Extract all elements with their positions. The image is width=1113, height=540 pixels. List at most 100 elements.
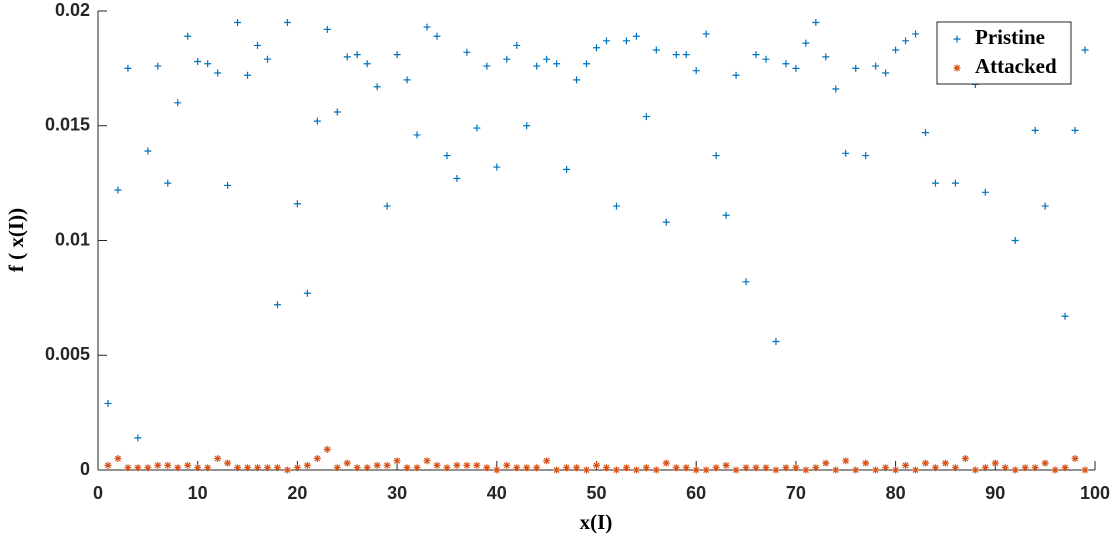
point [423, 457, 431, 465]
point [672, 51, 680, 59]
point [164, 461, 172, 469]
point [543, 55, 551, 63]
y-axis-label: f ( x(I)) [4, 208, 28, 272]
point [632, 32, 640, 40]
point [981, 464, 989, 472]
point [1071, 455, 1079, 463]
point [393, 457, 401, 465]
legend: Pristine Attacked [936, 21, 1072, 85]
point [902, 37, 910, 45]
point [1011, 237, 1019, 244]
point [413, 131, 421, 139]
x-tick-label: 0 [93, 483, 103, 503]
point [353, 51, 361, 59]
legend-label: Attacked [975, 54, 1057, 78]
x-tick-label: 100 [1080, 483, 1110, 503]
point [303, 461, 311, 469]
point [174, 464, 182, 472]
point [722, 461, 730, 469]
y-tick-label: 0.015 [45, 115, 90, 135]
point [313, 117, 321, 125]
x-tick-label: 10 [188, 483, 208, 503]
point [1061, 464, 1069, 472]
point [892, 46, 900, 54]
point [254, 41, 262, 49]
point [702, 30, 710, 38]
point [244, 464, 252, 472]
point [523, 122, 531, 130]
point [273, 301, 281, 309]
point [184, 461, 192, 469]
point [234, 18, 242, 26]
point [1081, 46, 1089, 54]
point [224, 181, 232, 189]
point [612, 202, 620, 210]
point [503, 55, 511, 63]
x-tick-label: 70 [786, 483, 806, 503]
point [742, 464, 750, 472]
point [593, 461, 600, 469]
point [224, 459, 232, 467]
point [912, 30, 920, 38]
point [453, 175, 461, 183]
point [792, 64, 800, 72]
point [912, 466, 920, 474]
point [812, 464, 820, 472]
point [563, 464, 571, 472]
point [443, 152, 451, 160]
point [732, 71, 740, 79]
point [483, 464, 491, 472]
point [882, 69, 890, 77]
point [293, 200, 301, 208]
point [263, 55, 271, 63]
x-tick-label: 20 [287, 483, 307, 503]
point [991, 459, 999, 467]
point [513, 41, 521, 49]
point [363, 60, 371, 68]
point [642, 113, 650, 121]
point [533, 464, 541, 472]
point [1061, 312, 1069, 320]
point [573, 464, 581, 472]
point [762, 464, 770, 472]
point [214, 455, 222, 463]
x-tick-label: 90 [985, 483, 1005, 503]
point [872, 62, 880, 70]
point [971, 466, 979, 474]
point [323, 445, 331, 453]
point [174, 99, 182, 107]
point [333, 464, 341, 472]
y-tick-label: 0.01 [55, 229, 90, 249]
point [812, 18, 820, 26]
point [323, 25, 331, 33]
point [702, 466, 710, 474]
point [931, 464, 939, 472]
point [114, 186, 122, 194]
point [842, 149, 850, 157]
point [413, 464, 421, 472]
point [573, 76, 581, 84]
point [951, 179, 959, 187]
point [642, 464, 650, 472]
point [1031, 464, 1039, 472]
point [742, 278, 750, 286]
x-tick-label: 60 [686, 483, 706, 503]
x-tick-label: 30 [387, 483, 407, 503]
point [104, 461, 112, 469]
point [403, 464, 411, 472]
point [134, 434, 142, 442]
point [672, 464, 680, 472]
point [463, 461, 471, 469]
point [363, 464, 371, 472]
point [1071, 126, 1079, 134]
point [632, 466, 640, 474]
point [303, 289, 311, 297]
point [712, 152, 720, 160]
point [433, 32, 441, 40]
point [682, 464, 690, 472]
point [403, 76, 411, 84]
point [852, 466, 860, 474]
point [383, 461, 391, 469]
point [154, 461, 162, 469]
point [981, 188, 989, 196]
